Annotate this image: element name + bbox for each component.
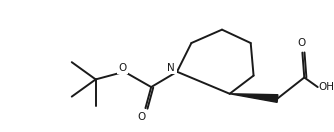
Text: O: O xyxy=(297,38,306,48)
Text: N: N xyxy=(167,63,175,73)
Text: OH: OH xyxy=(319,82,334,92)
Polygon shape xyxy=(230,94,278,102)
Text: O: O xyxy=(138,112,146,122)
Text: O: O xyxy=(118,63,127,73)
